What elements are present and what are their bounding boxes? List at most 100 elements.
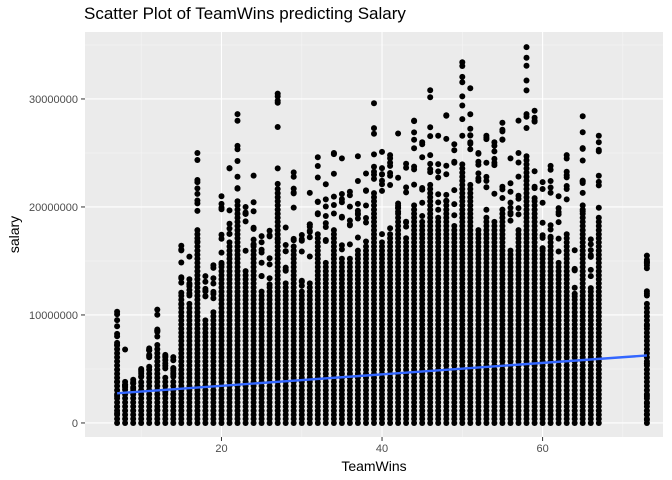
data-point <box>579 259 586 266</box>
data-point <box>531 280 538 287</box>
data-point <box>443 235 450 242</box>
data-point <box>114 393 121 399</box>
data-point <box>379 321 385 328</box>
data-point <box>555 193 562 200</box>
data-point <box>523 62 530 69</box>
data-point <box>282 280 289 287</box>
data-point <box>475 280 482 287</box>
data-point <box>346 268 353 275</box>
data-point <box>154 399 161 406</box>
data-point <box>290 362 297 369</box>
data-point <box>403 251 410 258</box>
data-point <box>539 264 546 270</box>
data-point <box>387 362 394 369</box>
data-point <box>539 219 546 226</box>
data-point <box>290 346 297 353</box>
data-point <box>539 325 546 332</box>
data-point <box>314 174 321 181</box>
data-point <box>371 411 377 418</box>
data-point <box>491 342 498 348</box>
data-point <box>427 194 434 201</box>
data-point <box>411 136 418 143</box>
data-point <box>322 292 329 299</box>
data-point <box>298 333 305 340</box>
data-point <box>571 309 578 316</box>
data-point <box>467 358 474 365</box>
data-point <box>403 243 410 250</box>
data-point <box>330 321 337 328</box>
data-point <box>483 399 490 406</box>
data-point <box>523 346 530 353</box>
data-point <box>387 354 394 361</box>
data-point <box>266 275 273 282</box>
data-point <box>379 259 385 266</box>
data-point <box>242 337 249 344</box>
data-point <box>507 251 514 258</box>
data-point <box>411 214 418 221</box>
data-point <box>226 305 233 311</box>
data-point <box>483 264 490 270</box>
data-point <box>435 218 442 225</box>
data-point <box>290 276 297 283</box>
data-point <box>443 264 450 270</box>
data-point <box>387 231 394 238</box>
data-point <box>298 415 305 422</box>
data-point <box>346 337 353 344</box>
data-point <box>266 383 273 389</box>
data-point <box>563 325 570 332</box>
data-point <box>363 305 369 311</box>
data-point <box>483 227 490 234</box>
data-point <box>499 259 506 266</box>
data-point <box>178 329 185 336</box>
data-point <box>282 337 289 344</box>
data-point <box>226 350 233 357</box>
data-point <box>274 321 281 328</box>
data-point <box>298 391 305 398</box>
data-point <box>587 296 594 303</box>
data-point <box>467 255 474 262</box>
data-point <box>531 214 538 221</box>
data-point <box>595 292 602 299</box>
data-point <box>563 288 570 295</box>
data-point <box>523 415 530 422</box>
data-point <box>555 329 562 336</box>
data-point <box>282 407 289 414</box>
data-point <box>395 354 402 361</box>
data-point <box>170 378 177 385</box>
data-point <box>186 411 193 418</box>
data-point <box>346 383 353 389</box>
data-point <box>403 395 410 402</box>
data-point <box>274 387 281 394</box>
data-point <box>363 272 369 279</box>
data-point <box>507 407 514 414</box>
data-point <box>290 387 297 394</box>
data-point <box>258 239 265 246</box>
data-point <box>435 333 442 340</box>
data-point <box>643 342 650 348</box>
data-point <box>234 305 241 311</box>
data-point <box>491 407 498 414</box>
data-point <box>443 346 450 353</box>
data-point <box>379 325 385 332</box>
data-point <box>250 415 257 422</box>
data-point <box>587 387 594 394</box>
data-point <box>210 403 217 410</box>
data-point <box>443 202 450 209</box>
data-point <box>643 393 650 399</box>
data-point <box>346 272 353 279</box>
data-point <box>411 268 418 275</box>
data-point <box>507 366 514 373</box>
data-point <box>507 180 514 187</box>
data-point <box>194 276 201 283</box>
data-point <box>379 395 385 402</box>
data-point <box>218 358 225 365</box>
data-point <box>306 370 313 377</box>
data-point <box>354 264 361 270</box>
data-point <box>459 374 466 381</box>
data-point <box>499 214 506 221</box>
data-point <box>282 288 289 295</box>
data-point <box>539 272 546 279</box>
data-point <box>346 255 353 262</box>
data-point <box>330 239 337 246</box>
data-point <box>250 313 257 320</box>
